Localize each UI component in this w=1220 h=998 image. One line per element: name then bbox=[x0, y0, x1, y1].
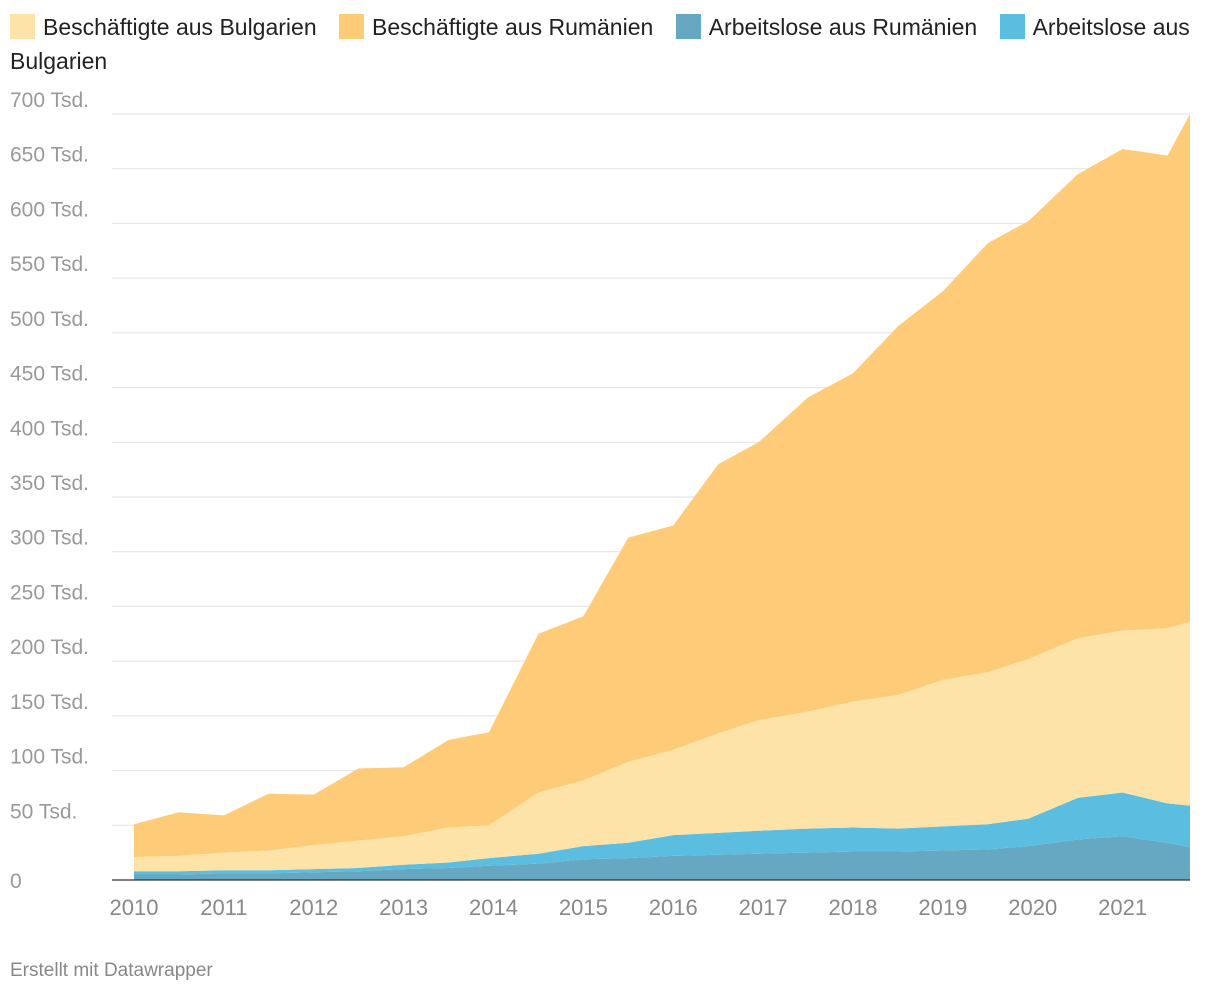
y-tick-label: 650 Tsd. bbox=[10, 144, 89, 167]
legend-label: Arbeitslose aus Rumänien bbox=[708, 14, 978, 40]
x-tick-label: 2012 bbox=[289, 895, 338, 920]
y-tick-label: 250 Tsd. bbox=[10, 581, 89, 604]
area-layer bbox=[134, 114, 1190, 880]
x-tick-label: 2015 bbox=[559, 895, 608, 920]
area-series-4 bbox=[134, 114, 1190, 857]
legend-label: Beschäftigte aus Bulgarien bbox=[43, 14, 317, 40]
y-tick-label: 450 Tsd. bbox=[10, 363, 89, 386]
y-tick-label: 300 Tsd. bbox=[10, 527, 89, 550]
legend-label: Beschäftigte aus Rumänien bbox=[372, 14, 654, 40]
y-tick-label: 400 Tsd. bbox=[10, 417, 89, 440]
x-tick-label: 2016 bbox=[649, 895, 698, 920]
footer-credit: Erstellt mit Datawrapper bbox=[10, 960, 213, 981]
legend-swatch bbox=[999, 14, 1025, 39]
x-tick-label: 2021 bbox=[1098, 895, 1147, 920]
y-tick-label: 500 Tsd. bbox=[10, 308, 89, 331]
legend-item-beschaeftigte-rumaenien: Beschäftigte aus Rumänien bbox=[339, 14, 653, 40]
legend-item-arbeitslose-bulgarien: Arbeitslose aus Bulgarien bbox=[10, 14, 1190, 74]
y-tick-label: 600 Tsd. bbox=[10, 198, 89, 221]
x-tick-label: 2014 bbox=[469, 895, 518, 920]
chart-legend: Beschäftigte aus Bulgarien Beschäftigte … bbox=[10, 10, 1210, 78]
area-series-3 bbox=[134, 621, 1190, 872]
x-tick-label: 2010 bbox=[110, 895, 159, 920]
y-tick-label: 50 Tsd. bbox=[10, 800, 77, 823]
axis-layer: 0 50 Tsd. 100 Tsd. 150 Tsd. 200 Tsd. 250 Tsd.… bbox=[10, 90, 1190, 920]
x-tick-label: 2019 bbox=[918, 895, 967, 920]
y-tick-label: 150 Tsd. bbox=[10, 691, 89, 714]
stacked-area-chart: 0 50 Tsd. 100 Tsd. 150 Tsd. 200 Tsd. 250 Tsd.… bbox=[10, 90, 1190, 920]
x-tick-label: 2020 bbox=[1008, 895, 1057, 920]
area-series-1 bbox=[134, 836, 1190, 880]
legend-swatch bbox=[10, 14, 35, 39]
y-tick-label: 550 Tsd. bbox=[10, 253, 89, 276]
x-tick-label: 2017 bbox=[739, 895, 788, 920]
y-tick-label: 100 Tsd. bbox=[10, 746, 89, 769]
y-tick-label: 700 Tsd. bbox=[10, 90, 89, 112]
y-tick-label: 200 Tsd. bbox=[10, 636, 89, 659]
x-tick-label: 2013 bbox=[379, 895, 428, 920]
legend-item-beschaeftigte-bulgarien: Beschäftigte aus Bulgarien bbox=[10, 14, 317, 40]
legend-label: Arbeitslose aus Bulgarien bbox=[10, 14, 1190, 74]
y-tick-label: 0 bbox=[10, 870, 22, 893]
x-tick-label: 2011 bbox=[200, 895, 247, 920]
legend-swatch bbox=[675, 14, 701, 39]
y-tick-label: 350 Tsd. bbox=[10, 472, 89, 495]
legend-item-arbeitslose-rumaenien: Arbeitslose aus Rumänien bbox=[675, 14, 978, 40]
area-series-2 bbox=[134, 792, 1190, 875]
legend-swatch bbox=[339, 14, 365, 39]
x-tick-label: 2018 bbox=[829, 895, 878, 920]
